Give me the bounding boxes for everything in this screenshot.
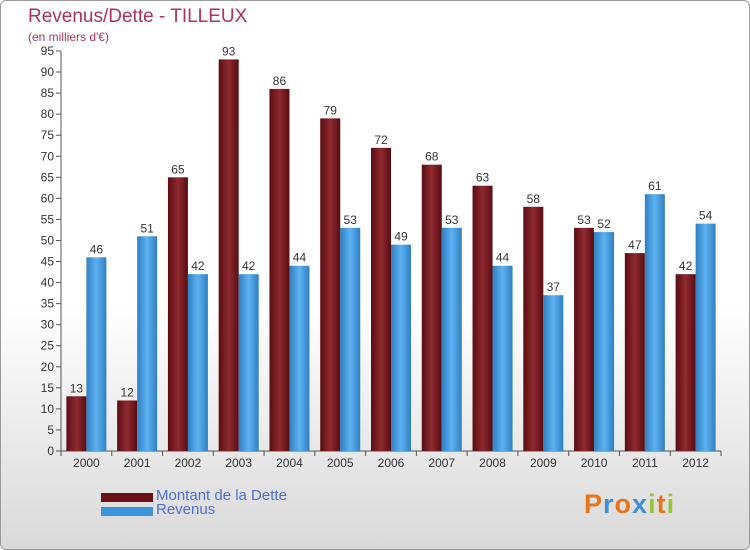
value-label-dette: 68	[425, 150, 439, 164]
bar-dette	[218, 59, 239, 451]
value-label-dette: 12	[120, 385, 134, 399]
bar-revenus	[187, 274, 208, 451]
value-label-revenus: 52	[597, 217, 611, 231]
y-tick-label: 90	[41, 65, 55, 79]
value-label-revenus: 61	[648, 179, 662, 193]
bar-dette	[66, 396, 87, 451]
y-tick-label: 5	[47, 423, 54, 437]
bar-dette	[320, 118, 341, 452]
value-label-dette: 53	[577, 213, 591, 227]
value-label-dette: 42	[679, 259, 693, 273]
bar-dette	[269, 88, 290, 451]
value-label-revenus: 53	[445, 213, 459, 227]
chart-title: Revenus/Dette - TILLEUX	[28, 6, 248, 27]
legend-label-dette: Montant de la Dette	[156, 487, 287, 504]
y-tick-label: 15	[41, 381, 55, 395]
value-label-dette: 72	[374, 133, 388, 147]
value-label-dette: 93	[222, 44, 236, 58]
value-label-revenus: 46	[90, 242, 104, 256]
value-label-dette: 47	[628, 238, 642, 252]
bar-revenus	[594, 232, 615, 451]
y-tick-label: 45	[41, 255, 55, 269]
value-label-revenus: 54	[699, 209, 713, 223]
y-tick-label: 10	[41, 402, 55, 416]
legend-label-revenus: Revenus	[156, 501, 216, 518]
bar-revenus	[238, 274, 259, 451]
y-tick-label: 0	[47, 444, 54, 458]
bar-dette	[675, 274, 696, 451]
y-tick-label: 65	[41, 170, 55, 184]
proxiti-logo: Proxiti	[584, 489, 676, 519]
y-tick-label: 95	[41, 44, 55, 58]
x-tick-label: 2012	[682, 456, 709, 470]
x-tick-label: 2006	[378, 456, 405, 470]
value-label-dette: 13	[70, 381, 84, 395]
bar-revenus	[644, 194, 665, 451]
value-label-dette: 65	[171, 162, 185, 176]
bar-revenus	[289, 265, 310, 451]
y-tick-label: 85	[41, 86, 55, 100]
bar-dette	[523, 206, 544, 451]
bar-revenus	[492, 265, 513, 451]
x-tick-label: 2009	[530, 456, 557, 470]
value-label-revenus: 42	[191, 259, 205, 273]
bar-dette	[371, 147, 391, 451]
bar-dette	[624, 253, 645, 451]
value-label-dette: 63	[476, 171, 490, 185]
x-tick-label: 2008	[479, 456, 506, 470]
bar-dette	[117, 400, 138, 451]
x-tick-label: 2004	[276, 456, 303, 470]
chart-subtitle: (en milliers d'€)	[28, 30, 109, 44]
y-tick-label: 55	[41, 212, 55, 226]
value-label-dette: 79	[324, 103, 338, 117]
bar-revenus	[137, 236, 158, 451]
y-tick-label: 80	[41, 107, 55, 121]
value-labels: 13 46 12 51 65 42 93 42 86 44 79 53 72 49 68 53 63 44 58 37…	[70, 44, 713, 399]
y-tick-label: 50	[41, 233, 55, 247]
value-label-revenus: 51	[140, 221, 154, 235]
value-label-revenus: 37	[547, 280, 561, 294]
legend-swatch-dette	[101, 493, 153, 502]
value-label-revenus: 44	[293, 251, 307, 265]
x-tick-label: 2002	[175, 456, 202, 470]
bars	[66, 59, 716, 452]
y-tick-label: 75	[41, 128, 55, 142]
y-tick-label: 20	[41, 360, 55, 374]
value-label-revenus: 42	[242, 259, 256, 273]
x-tick-label: 2010	[581, 456, 608, 470]
y-tick-label: 35	[41, 297, 55, 311]
bar-revenus	[441, 227, 462, 451]
y-tick-label: 25	[41, 339, 55, 353]
bar-revenus	[695, 223, 716, 451]
x-tick-label: 2000	[73, 456, 100, 470]
x-tick-label: 2005	[327, 456, 354, 470]
x-tick-label: 2007	[428, 456, 455, 470]
bar-dette	[574, 227, 595, 451]
value-label-dette: 58	[527, 192, 541, 206]
bar-dette	[472, 185, 493, 451]
x-tick-label: 2011	[632, 456, 658, 470]
bar-revenus	[340, 227, 361, 451]
value-label-revenus: 53	[344, 213, 358, 227]
bar-chart: 0 5 10 15 20 25 30 35 40 45 50 55 60 65 70 75 80 85 90 95 20…	[41, 44, 722, 470]
bar-revenus	[391, 244, 411, 451]
y-tick-label: 60	[41, 191, 55, 205]
y-tick-label: 70	[41, 149, 55, 163]
y-tick-label: 40	[41, 276, 55, 290]
value-label-dette: 86	[273, 74, 287, 88]
bar-dette	[167, 177, 188, 451]
bar-revenus	[86, 257, 107, 451]
x-tick-label: 2001	[124, 456, 151, 470]
x-tick-label: 2003	[225, 456, 252, 470]
value-label-revenus: 44	[496, 251, 510, 265]
bar-revenus	[543, 295, 564, 451]
value-label-revenus: 49	[394, 230, 408, 244]
bar-dette	[421, 164, 442, 451]
y-tick-label: 30	[41, 318, 55, 332]
legend-swatch-revenus	[101, 507, 153, 516]
